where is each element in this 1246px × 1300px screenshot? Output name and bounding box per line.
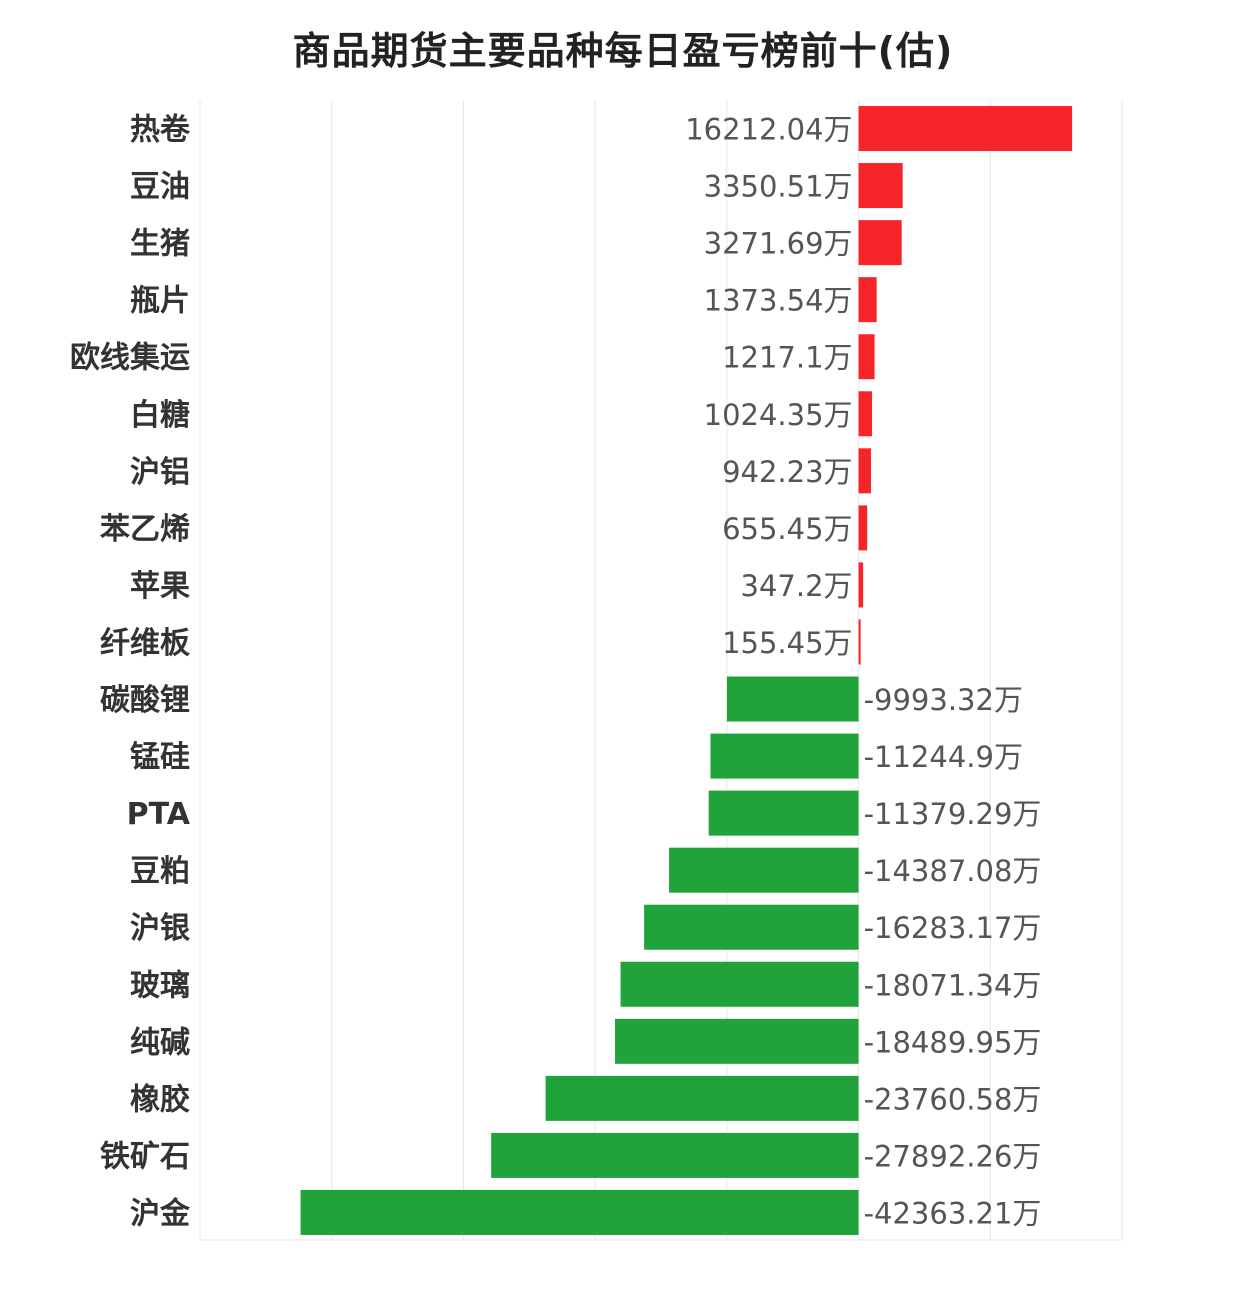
category-label: 豆油 <box>130 170 190 205</box>
category-label: 沪银 <box>130 911 190 946</box>
value-label: -9993.32万 <box>864 683 1023 717</box>
value-label: -18489.95万 <box>864 1025 1042 1059</box>
bar-19 <box>300 1189 859 1235</box>
category-label: 纯碱 <box>130 1025 190 1060</box>
bar-6 <box>858 448 871 494</box>
value-label: 1024.35万 <box>704 398 853 432</box>
bar-3 <box>858 277 877 323</box>
bar-1 <box>858 163 903 209</box>
value-label: -16283.17万 <box>864 911 1042 945</box>
bar-17 <box>545 1075 859 1121</box>
category-label: 铁矿石 <box>100 1139 190 1174</box>
category-label: 苯乙烯 <box>100 512 190 547</box>
category-label: 锰硅 <box>130 740 190 775</box>
bar-16 <box>615 1018 859 1064</box>
bar-10 <box>726 676 859 722</box>
bar-15 <box>620 961 859 1007</box>
category-label: 纤维板 <box>100 626 190 661</box>
category-label: 苹果 <box>130 569 190 604</box>
category-label: 瓶片 <box>130 284 190 319</box>
grid-lines <box>199 100 1123 1241</box>
value-label: -42363.21万 <box>864 1196 1042 1230</box>
value-label: 942.23万 <box>722 455 852 489</box>
category-label: 热卷 <box>130 113 191 148</box>
value-label: 3271.69万 <box>704 227 853 261</box>
value-label: 655.45万 <box>722 512 852 546</box>
bar-9 <box>858 619 861 665</box>
bar-7 <box>858 505 868 551</box>
bar-8 <box>858 562 864 608</box>
bar-2 <box>858 220 902 266</box>
category-label: 豆粕 <box>130 854 190 889</box>
value-label: 347.2万 <box>741 569 853 603</box>
value-labels: 16212.04万 3350.51万 3271.69万 1373.54万 1217.1万… <box>685 113 1041 1231</box>
bar-5 <box>858 391 873 437</box>
bar-11 <box>710 733 859 779</box>
category-label: PTA <box>127 797 191 832</box>
value-label: 155.45万 <box>722 626 852 660</box>
category-label: 碳酸锂 <box>100 683 190 718</box>
category-label: 沪铝 <box>130 455 190 490</box>
bar-0 <box>858 106 1073 152</box>
bar-12 <box>708 790 859 836</box>
value-label: -23760.58万 <box>864 1082 1042 1116</box>
value-label: 1217.1万 <box>722 341 852 375</box>
value-label: -14387.08万 <box>864 854 1042 888</box>
bar-4 <box>858 334 875 380</box>
chart-title: 商品期货主要品种每日盈亏榜前十(估) <box>292 29 954 73</box>
category-label: 欧线集运 <box>70 341 190 376</box>
category-label: 橡胶 <box>130 1082 190 1117</box>
value-label: 16212.04万 <box>685 113 852 147</box>
category-label: 生猪 <box>130 227 190 262</box>
category-label: 玻璃 <box>130 968 190 1003</box>
bars <box>300 106 1073 1235</box>
bar-14 <box>644 904 859 950</box>
bar-18 <box>491 1132 859 1178</box>
bar-13 <box>669 847 859 893</box>
value-label: -27892.26万 <box>864 1139 1042 1173</box>
value-label: -11379.29万 <box>864 797 1042 831</box>
value-label: -11244.9万 <box>864 740 1023 774</box>
category-label: 白糖 <box>130 398 190 433</box>
category-label: 沪金 <box>130 1196 191 1231</box>
value-label: 1373.54万 <box>704 284 853 318</box>
value-label: 3350.51万 <box>704 170 853 204</box>
value-label: -18071.34万 <box>864 968 1042 1002</box>
